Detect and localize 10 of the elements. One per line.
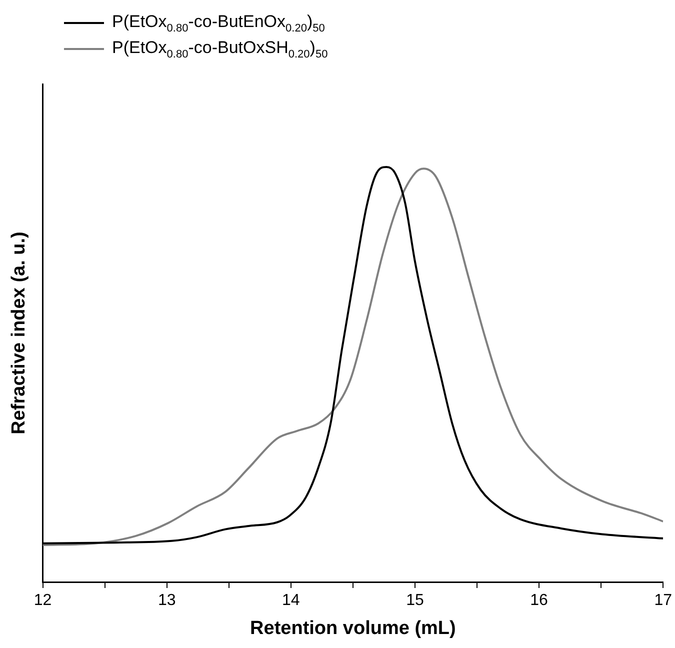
x-tick-label: 16 (530, 592, 548, 610)
x-tick-label: 12 (34, 592, 52, 610)
x-axis-title: Retention volume (mL) (250, 618, 456, 639)
x-tick-label: 15 (406, 592, 424, 610)
legend-label: P(EtOx$_{0.80}$-co-ButOxSH$_{0.20}$)$_{50}$ (112, 38, 328, 60)
y-axis-title: Refractive index (a. u.) (8, 232, 30, 434)
x-tick-label: 17 (654, 592, 672, 610)
legend-label: P(EtOx$_{0.80}$-co-ButEnOx$_{0.20}$)$_{50}$ (112, 12, 325, 34)
x-tick-label: 13 (158, 592, 176, 610)
x-tick-label: 14 (282, 592, 300, 610)
